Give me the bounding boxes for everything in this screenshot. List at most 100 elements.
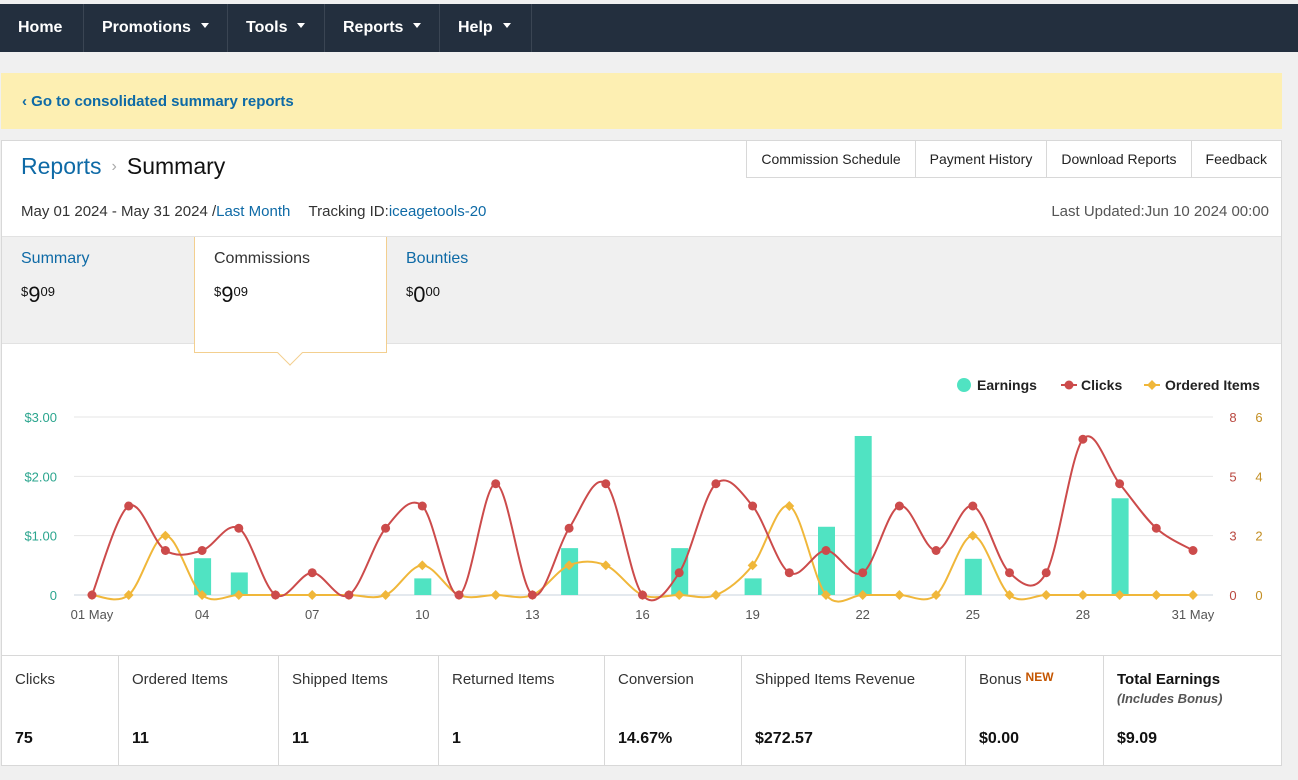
feedback-button[interactable]: Feedback [1191,140,1282,178]
report-actions: Commission Schedule Payment History Down… [746,140,1282,178]
tracking-id-label: Tracking ID: [308,203,389,220]
legend-earnings-label: Earnings [977,377,1037,393]
currency-symbol: $ [214,284,222,299]
stat-returned-items: Returned Items 1 [439,656,605,765]
summary-panel: Reports › Summary Commission Schedule Pa… [1,140,1282,766]
ordered-items-point [1004,590,1015,600]
x-tick-label: 07 [305,607,319,622]
clicks-point [307,568,317,578]
x-tick-label: 16 [635,607,649,622]
stats-row: Clicks 75 Ordered Items 11 Shipped Items… [2,655,1281,765]
download-reports-button[interactable]: Download Reports [1047,140,1192,178]
legend-clicks-label: Clicks [1081,377,1122,393]
tab-bounties-label: Bounties [406,250,469,267]
payment-history-button[interactable]: Payment History [915,140,1048,178]
tab-bounties-amount: $000 [406,282,580,308]
ordered-items-point [967,530,978,541]
y-right-ordered-tick-label: 0 [1255,588,1262,603]
nav-reports-label: Reports [343,19,404,36]
clicks-point [1188,546,1198,555]
tracking-id-link[interactable]: iceagetools-20 [388,203,487,220]
stat-value: 11 [292,730,309,747]
stat-label: Shipped Items Revenue [755,671,916,688]
clicks-point [821,546,831,555]
clicks-point [160,546,170,555]
y-right-ordered-tick-label: 6 [1255,410,1262,425]
tab-summary-amount: $909 [21,282,195,308]
y-right-ordered-tick-label: 4 [1255,469,1262,484]
y-right-clicks-tick-label: 8 [1229,410,1236,425]
consolidated-summary-link[interactable]: ‹ Go to consolidated summary reports [22,92,294,110]
amount-whole: 9 [28,282,41,307]
x-tick-label: 10 [415,607,429,622]
nav-promotions[interactable]: Promotions [84,4,228,52]
clicks-point [711,479,721,489]
y-left-tick-label: $2.00 [24,469,57,484]
clicks-point [638,590,647,600]
chevron-down-icon [502,22,511,28]
x-tick-label: 19 [745,607,759,622]
clicks-point [968,501,978,511]
date-range: May 01 2024 - May 31 2024 / [21,203,217,220]
clicks-point [87,590,97,600]
ordered-items-point [1114,590,1125,600]
tab-commissions-amount: $909 [214,282,386,308]
y-left-tick-label: $1.00 [24,529,57,544]
stat-ordered-items: Ordered Items 11 [119,656,279,765]
ordered-items-point [233,590,244,600]
earnings-chart: 0 $1.00 $2.00 $3.00 0 3 5 8 0 2 4 6 01 May 04 07 10 13 16… [24,377,1262,622]
clicks-point [1078,434,1088,444]
clicks-line [91,435,1194,602]
amount-whole: 9 [221,282,234,307]
y-left-tick-label: 0 [50,588,57,603]
clicks-point [344,590,354,600]
stat-label: Shipped Items [292,671,388,688]
breadcrumb-reports-link[interactable]: Reports [21,153,102,179]
ordered-items-point [490,590,501,600]
stat-shipped-items: Shipped Items 11 [279,656,439,765]
clicks-point [234,523,244,533]
clicks-point [381,523,391,533]
nav-reports[interactable]: Reports [325,4,440,52]
nav-help[interactable]: Help [440,4,532,52]
nav-home-label: Home [18,19,63,36]
new-badge: NEW [1025,670,1054,684]
date-range-link[interactable]: Last Month [216,203,291,220]
ordered-items-point [380,590,391,600]
ordered-items-point [821,590,831,600]
report-period: May 01 2024 - May 31 2024 /Last Month Tr… [21,203,486,220]
stat-value: 75 [15,730,33,747]
x-tick-label: 31 May [1172,607,1215,622]
earnings-bar [194,558,212,595]
amount-whole: 0 [413,282,426,307]
ordered-items-point [1188,590,1198,600]
clicks-point [491,479,501,489]
earnings-bar [414,578,432,595]
stat-label: Conversion [618,671,694,688]
stat-sublabel: (Includes Bonus) [1117,691,1223,706]
clicks-point [1005,568,1014,578]
amount-cents: 09 [40,284,55,299]
y-right-ordered-tick-label: 2 [1255,529,1262,544]
currency-symbol: $ [406,284,414,299]
stat-label: Bonus NEW [979,670,1103,688]
legend-clicks-marker [1064,380,1074,390]
tab-bounties[interactable]: Bounties $000 [387,237,580,343]
clicks-point [1041,568,1051,578]
ordered-items-point [307,590,318,600]
stat-value: $272.57 [755,730,813,747]
breadcrumb: Reports › Summary [21,153,225,180]
nav-tools[interactable]: Tools [228,4,325,52]
commission-schedule-button[interactable]: Commission Schedule [746,140,916,178]
tab-summary[interactable]: Summary $909 [2,237,195,343]
tab-commissions[interactable]: Commissions $909 [194,237,387,366]
ordered-items-point [1077,590,1088,600]
stat-label: Ordered Items [132,671,228,688]
clicks-point [1115,479,1125,489]
nav-home[interactable]: Home [0,4,84,52]
y-right-clicks-tick-label: 5 [1229,469,1236,484]
clicks-point [454,590,464,600]
ordered-items-point [710,590,721,600]
chevron-down-icon [413,22,422,28]
clicks-point [417,501,427,511]
